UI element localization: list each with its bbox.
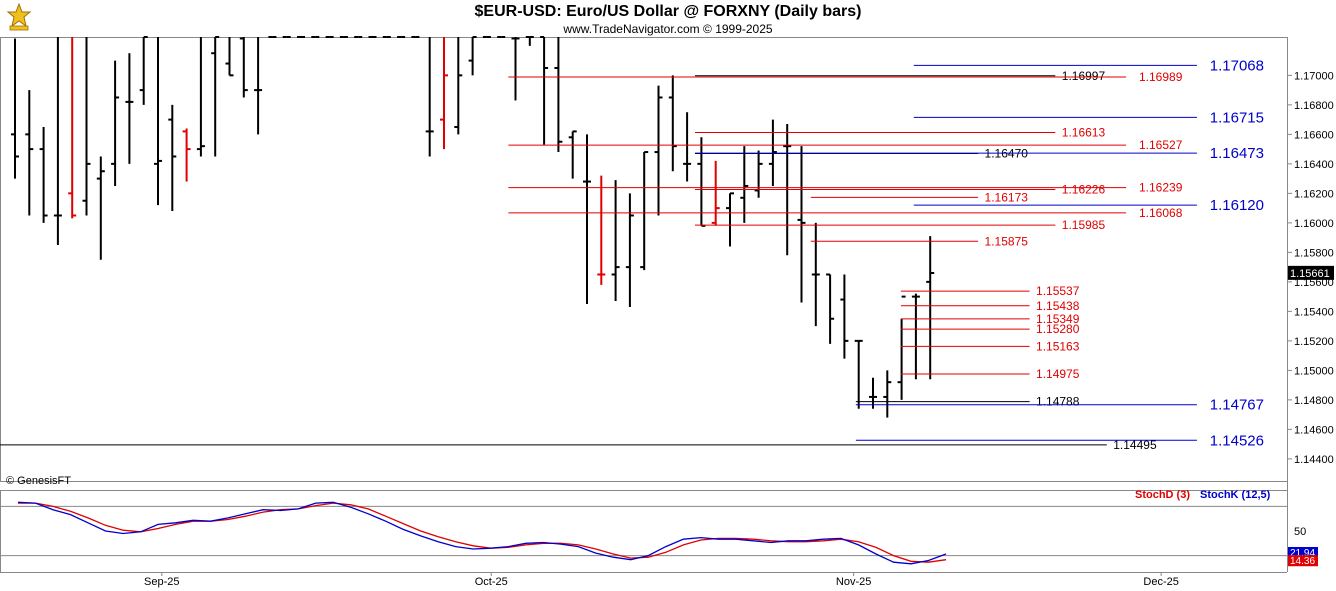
stoch-d-line [18,502,947,563]
level-label: 1.16239 [1139,181,1183,195]
x-tick-label: Sep-25 [144,576,179,588]
level-label: 1.16997 [1062,69,1106,83]
price-tick-label: 1.14400 [1294,454,1334,466]
stoch-k-last-box [1288,547,1318,559]
level-label: 1.15537 [1036,284,1080,298]
level-label: 1.15985 [1062,218,1106,232]
level-label: 1.15349 [1036,312,1080,326]
level-label: 1.17068 [1210,57,1264,74]
price-tick-label: 1.15000 [1294,365,1334,377]
price-tick-label: 1.15800 [1294,247,1334,259]
level-label: 1.16226 [1062,183,1106,197]
level-label: 1.16173 [985,190,1029,204]
price-axis-area [1287,0,1336,591]
price-tick-label: 1.16000 [1294,218,1334,230]
level-label: 1.14788 [1036,395,1080,409]
chart-title: $EUR-USD: Euro/US Dollar @ FORXNY (Daily… [474,3,862,20]
level-label: 1.16989 [1139,70,1183,84]
stoch-tick-label: 50 [1294,526,1306,538]
stoch-k-legend: StochK (12,5) [1200,489,1271,501]
level-label: 1.15280 [1036,322,1080,336]
x-tick-label: Oct-25 [475,576,508,588]
level-label: 1.16068 [1139,206,1183,220]
level-label: 1.15163 [1036,339,1080,353]
price-tick-label: 1.16800 [1294,100,1334,112]
stoch-d-last-box [1288,555,1318,567]
stoch-k-line [17,501,947,565]
level-label: 1.16473 [1210,145,1264,162]
watermark: © GenesisFT [6,475,71,487]
level-label: 1.14975 [1036,367,1080,381]
level-label: 1.16715 [1210,109,1264,126]
stoch-k-last-label: 21.94 [1290,548,1315,559]
price-tick-label: 1.16600 [1294,129,1334,141]
price-tick-label: 1.16200 [1294,188,1334,200]
level-label: 1.16120 [1210,197,1264,214]
level-label: 1.16613 [1062,125,1106,139]
last-price-label: 1.15661 [1290,268,1330,280]
genesis-logo-icon [4,2,34,32]
stoch-d-last-label: 14.36 [1290,556,1315,567]
chart-subtitle: www.TradeNavigator.com © 1999-2025 [563,22,773,36]
x-tick-label: Dec-25 [1143,576,1178,588]
price-tick-label: 1.15200 [1294,336,1334,348]
x-tick-label: Nov-25 [836,576,871,588]
level-label: 1.15438 [1036,299,1080,313]
level-label: 1.14526 [1210,432,1264,449]
price-tick-label: 1.15400 [1294,306,1334,318]
price-tick-label: 1.17000 [1294,70,1334,82]
price-tick-label: 1.14600 [1294,424,1334,436]
price-tick-label: 1.16400 [1294,159,1334,171]
level-label: 1.15875 [985,234,1029,248]
stoch-d-legend: StochD (3) [1135,489,1190,501]
level-label: 1.14495 [1113,438,1157,452]
level-label: 1.16527 [1139,138,1183,152]
stoch-panel-frame [0,490,1288,573]
last-price-box [1288,265,1334,280]
level-label: 1.14767 [1210,397,1264,414]
price-tick-label: 1.14800 [1294,395,1334,407]
